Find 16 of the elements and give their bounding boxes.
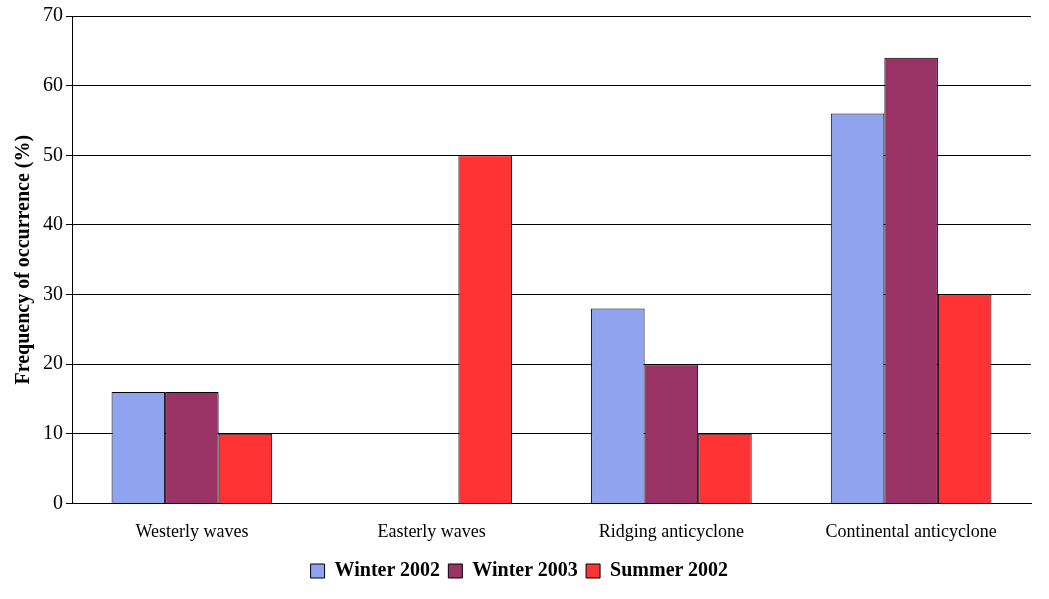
y-tick-label: 0 — [53, 490, 63, 513]
y-tick-label: 50 — [43, 142, 63, 165]
legend-label: Summer 2002 — [610, 558, 729, 581]
x-tick-label: Continental anticyclone — [825, 520, 997, 541]
x-tick-label: Easterly waves — [377, 520, 486, 541]
y-tick-label: 30 — [43, 281, 63, 304]
y-tick-label: 60 — [43, 72, 63, 95]
y-tick-label: 40 — [43, 212, 63, 235]
legend-label: Winter 2003 — [472, 558, 578, 581]
y-tick-label: 20 — [43, 351, 63, 374]
legend-label: Winter 2002 — [334, 558, 440, 581]
y-axis-title: Frequency of occurrence (%) — [11, 134, 35, 385]
x-tick-label: Westerly waves — [135, 520, 249, 541]
y-tick-label: 10 — [43, 421, 63, 444]
y-tick-label: 70 — [43, 3, 63, 26]
x-tick-label: Ridging anticyclone — [598, 520, 745, 541]
